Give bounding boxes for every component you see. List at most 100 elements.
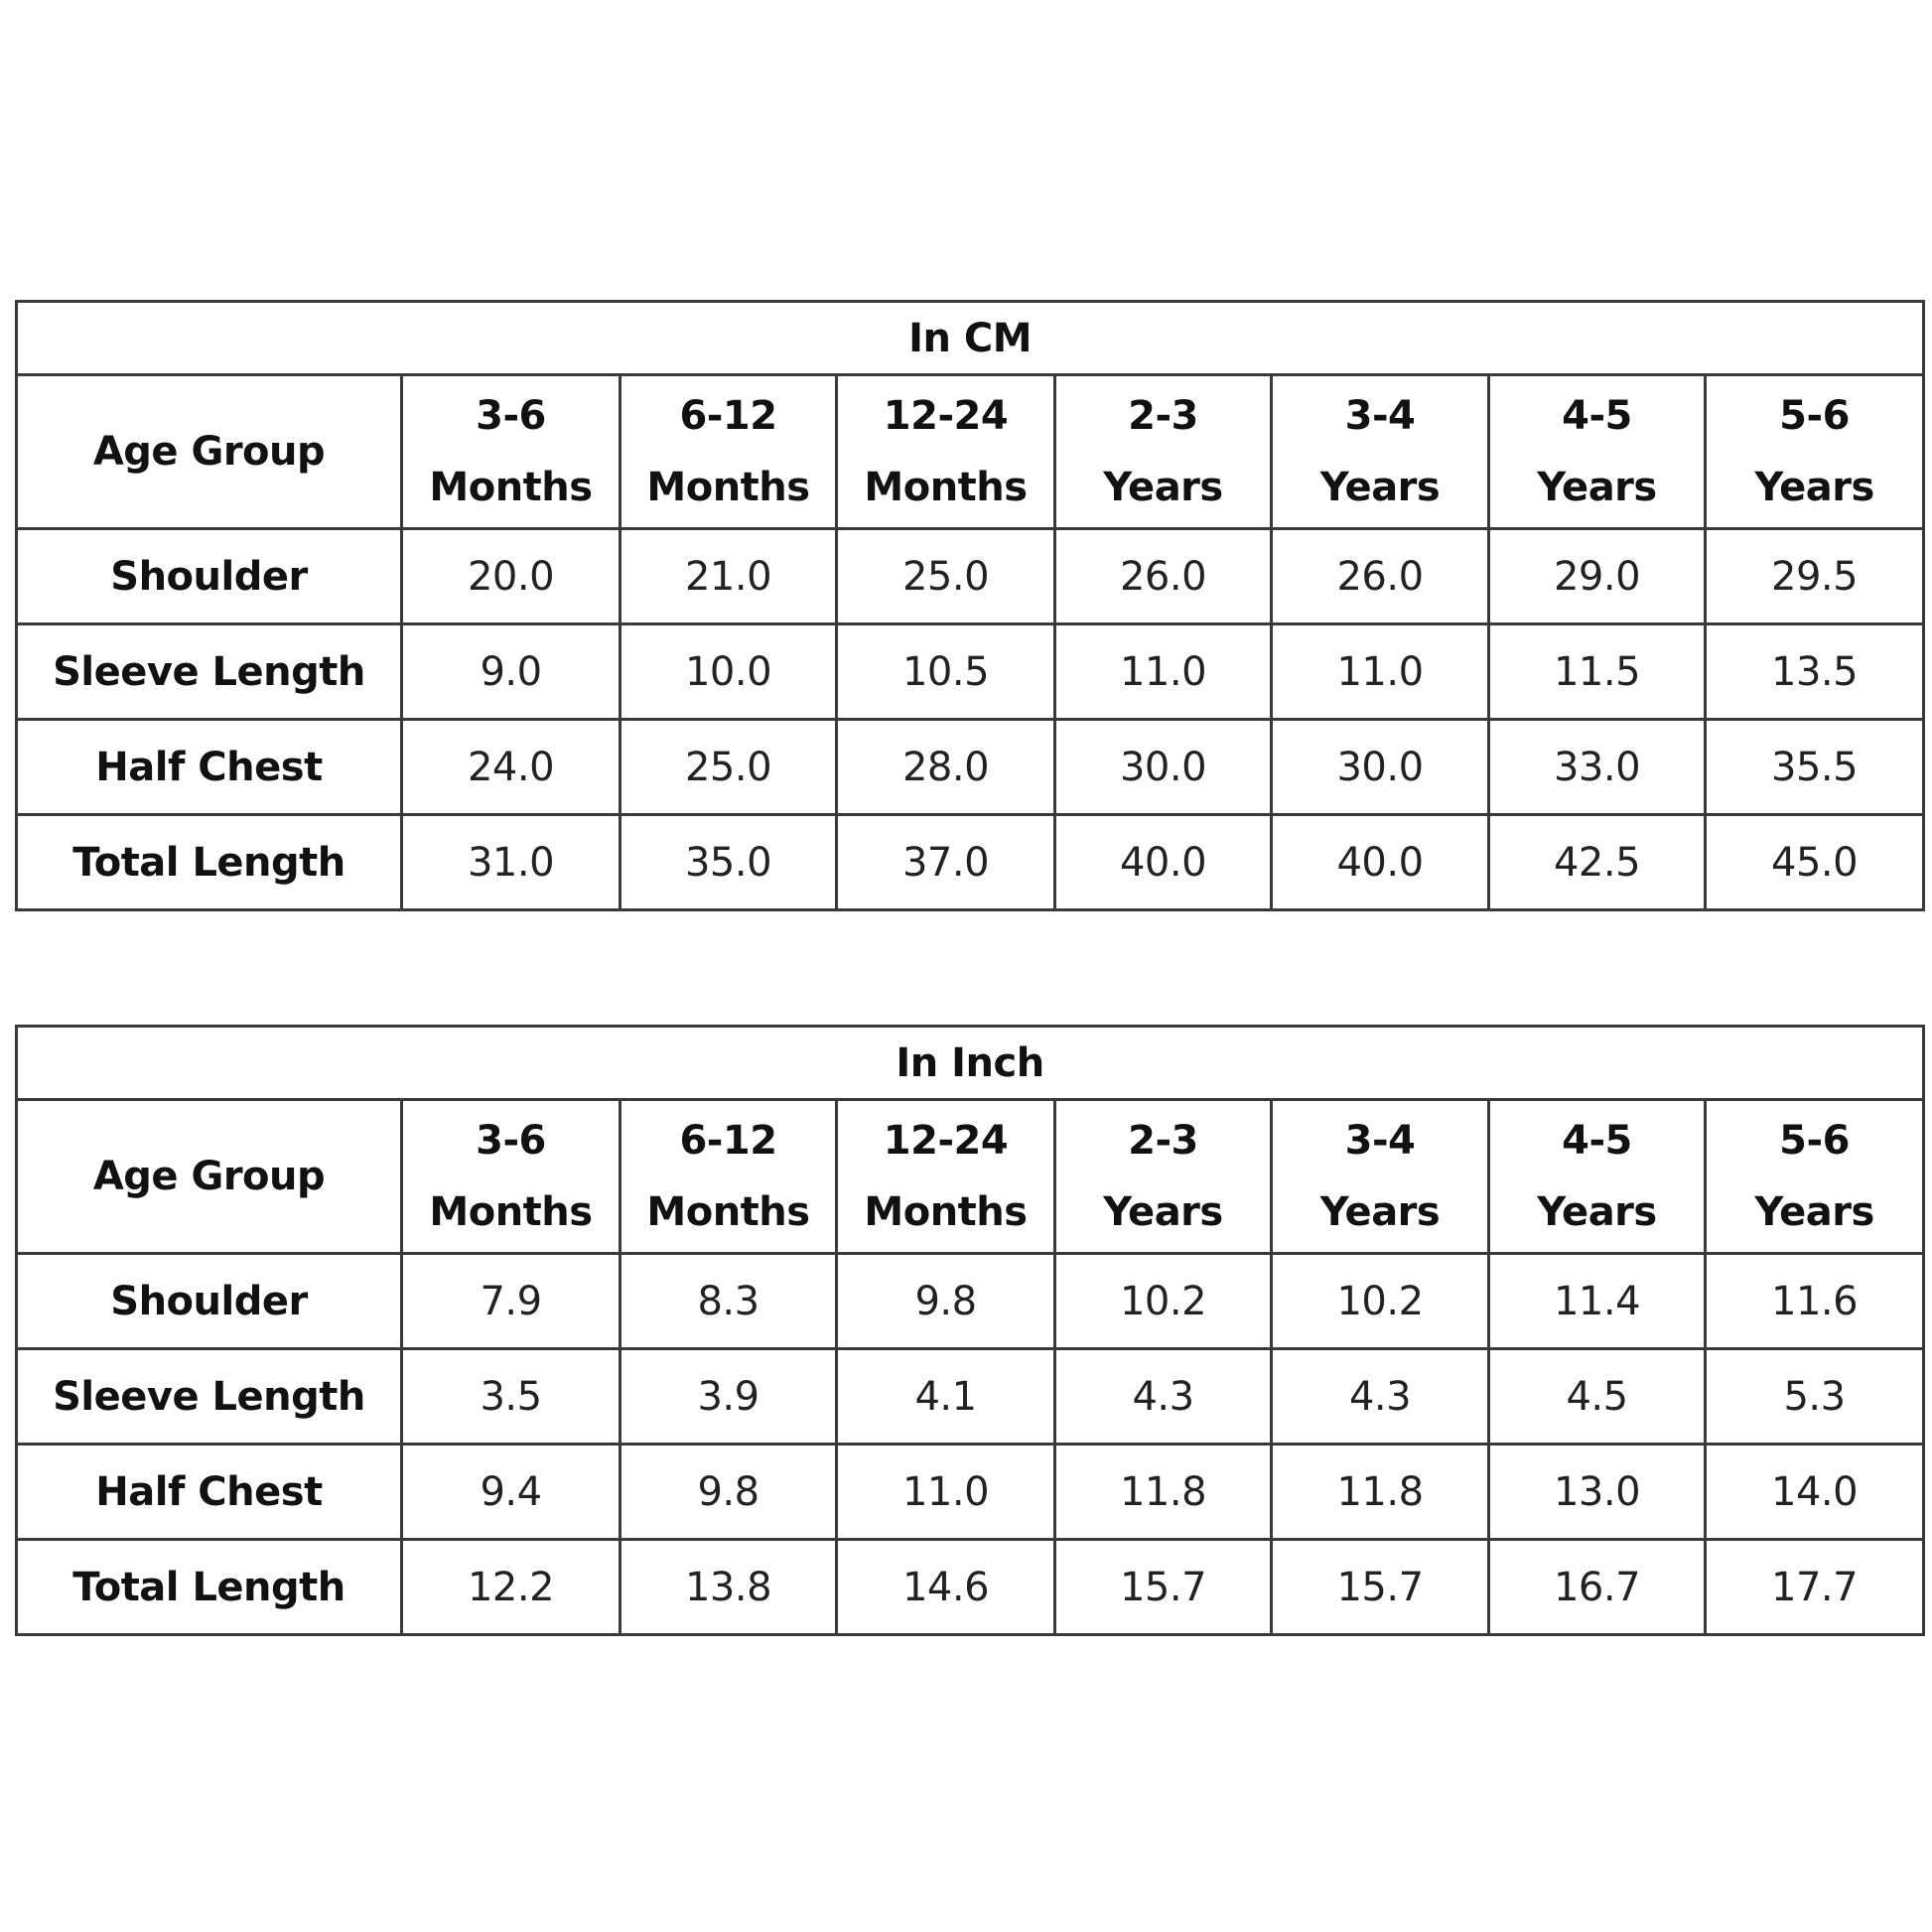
value-cell: 30.0 (1053, 718, 1273, 816)
value-cell: 26.0 (1053, 527, 1273, 625)
value-cell: 17.7 (1703, 1538, 1926, 1636)
header-line: Months (646, 465, 810, 510)
header-cell: 2-3 Years (1053, 373, 1273, 530)
header-line: Years (1537, 465, 1657, 510)
header-line: 5-6 (1779, 393, 1850, 439)
value-cell: 40.0 (1270, 813, 1490, 911)
value-cell: 3.5 (400, 1347, 621, 1446)
value-cell: 11.4 (1487, 1252, 1707, 1350)
value-cell: 10.5 (835, 622, 1056, 721)
value-cell: 11.8 (1270, 1443, 1490, 1541)
row-label: Half Chest (15, 718, 403, 816)
header-line: 12-24 (883, 393, 1009, 439)
header-line: 3-6 (476, 1118, 546, 1164)
table-row: Sleeve Length 9.0 10.0 10.5 11.0 11.0 11.5 13.5 (15, 622, 1926, 721)
table-row: Sleeve Length 3.5 3.9 4.1 4.3 4.3 4.5 5.3 (15, 1347, 1926, 1446)
value-cell: 4.5 (1487, 1347, 1707, 1446)
table-row: Half Chest 24.0 25.0 28.0 30.0 30.0 33.0 35.5 (15, 718, 1926, 816)
table-row: Total Length 12.2 13.8 14.6 15.7 15.7 16.7 17.7 (15, 1538, 1926, 1636)
header-cell: 5-6 Years (1703, 1098, 1926, 1255)
header-cell: 6-12 Months (619, 1098, 838, 1255)
value-cell: 10.2 (1270, 1252, 1490, 1350)
header-line: Months (429, 465, 593, 510)
header-line: Months (864, 1189, 1028, 1235)
header-row: Age Group 3-6 Months 6-12 Months 12-24 Months 2… (15, 1098, 1926, 1255)
header-cell: 6-12 Months (619, 373, 838, 530)
value-cell: 8.3 (619, 1252, 838, 1350)
value-cell: 10.0 (619, 622, 838, 721)
value-cell: 33.0 (1487, 718, 1707, 816)
header-cell: 4-5 Years (1487, 373, 1707, 530)
table-row: Total Length 31.0 35.0 37.0 40.0 40.0 42.5 45.0 (15, 813, 1926, 911)
header-cell: 3-4 Years (1270, 1098, 1490, 1255)
table-row: Shoulder 20.0 21.0 25.0 26.0 26.0 29.0 29.5 (15, 527, 1926, 625)
value-cell: 35.5 (1703, 718, 1926, 816)
value-cell: 25.0 (835, 527, 1056, 625)
header-line: Months (864, 465, 1028, 510)
row-label: Shoulder (15, 527, 403, 625)
header-cell: 3-6 Months (400, 373, 621, 530)
header-line: 3-6 (476, 393, 546, 439)
row-label: Total Length (15, 813, 403, 911)
header-line: 3-4 (1344, 393, 1416, 439)
value-cell: 14.6 (835, 1538, 1056, 1636)
value-cell: 24.0 (400, 718, 621, 816)
header-line: 5-6 (1779, 1118, 1850, 1164)
header-cell: 2-3 Years (1053, 1098, 1273, 1255)
header-cell: 5-6 Years (1703, 373, 1926, 530)
row-label: Shoulder (15, 1252, 403, 1350)
value-cell: 9.8 (835, 1252, 1056, 1350)
value-cell: 4.3 (1053, 1347, 1273, 1446)
value-cell: 31.0 (400, 813, 621, 911)
value-cell: 11.5 (1487, 622, 1707, 721)
value-cell: 14.0 (1703, 1443, 1926, 1541)
value-cell: 3.9 (619, 1347, 838, 1446)
value-cell: 30.0 (1270, 718, 1490, 816)
header-row: Age Group 3-6 Months 6-12 Months 12-24 Months 2… (15, 373, 1926, 530)
inch-size-table: In Inch Age Group 3-6 Months 6-12 Months 12-24… (14, 1025, 1926, 1636)
header-cell: 12-24 Months (835, 373, 1056, 530)
value-cell: 5.3 (1703, 1347, 1926, 1446)
header-line: 4-5 (1562, 393, 1632, 439)
value-cell: 29.5 (1703, 527, 1926, 625)
header-line: Years (1103, 1189, 1223, 1235)
header-cell: 12-24 Months (835, 1098, 1056, 1255)
value-cell: 9.8 (619, 1443, 838, 1541)
header-cell-age-group: Age Group (15, 1098, 403, 1255)
value-cell: 12.2 (400, 1538, 621, 1636)
header-line: 2-3 (1128, 393, 1198, 439)
header-line: Years (1754, 1189, 1874, 1235)
header-line: Months (646, 1189, 810, 1235)
table-title: In CM (14, 300, 1926, 376)
header-line: 12-24 (883, 1118, 1009, 1164)
header-line: Years (1319, 465, 1441, 510)
value-cell: 16.7 (1487, 1538, 1707, 1636)
value-cell: 10.2 (1053, 1252, 1273, 1350)
value-cell: 4.1 (835, 1347, 1056, 1446)
value-cell: 11.0 (835, 1443, 1056, 1541)
value-cell: 29.0 (1487, 527, 1707, 625)
value-cell: 20.0 (400, 527, 621, 625)
header-cell: 4-5 Years (1487, 1098, 1707, 1255)
value-cell: 40.0 (1053, 813, 1273, 911)
table-title: In Inch (14, 1025, 1926, 1101)
header-line: 4-5 (1562, 1118, 1632, 1164)
value-cell: 15.7 (1270, 1538, 1490, 1636)
value-cell: 11.6 (1703, 1252, 1926, 1350)
row-label: Sleeve Length (15, 1347, 403, 1446)
value-cell: 45.0 (1703, 813, 1926, 911)
header-line: 6-12 (679, 1118, 777, 1164)
header-line: Years (1103, 465, 1223, 510)
header-line: Months (429, 1189, 593, 1235)
header-line: Years (1754, 465, 1874, 510)
header-cell-age-group: Age Group (15, 373, 403, 530)
value-cell: 15.7 (1053, 1538, 1273, 1636)
value-cell: 35.0 (619, 813, 838, 911)
value-cell: 11.8 (1053, 1443, 1273, 1541)
row-label: Sleeve Length (15, 622, 403, 721)
value-cell: 25.0 (619, 718, 838, 816)
value-cell: 13.5 (1703, 622, 1926, 721)
value-cell: 13.0 (1487, 1443, 1707, 1541)
header-cell: 3-4 Years (1270, 373, 1490, 530)
value-cell: 11.0 (1270, 622, 1490, 721)
